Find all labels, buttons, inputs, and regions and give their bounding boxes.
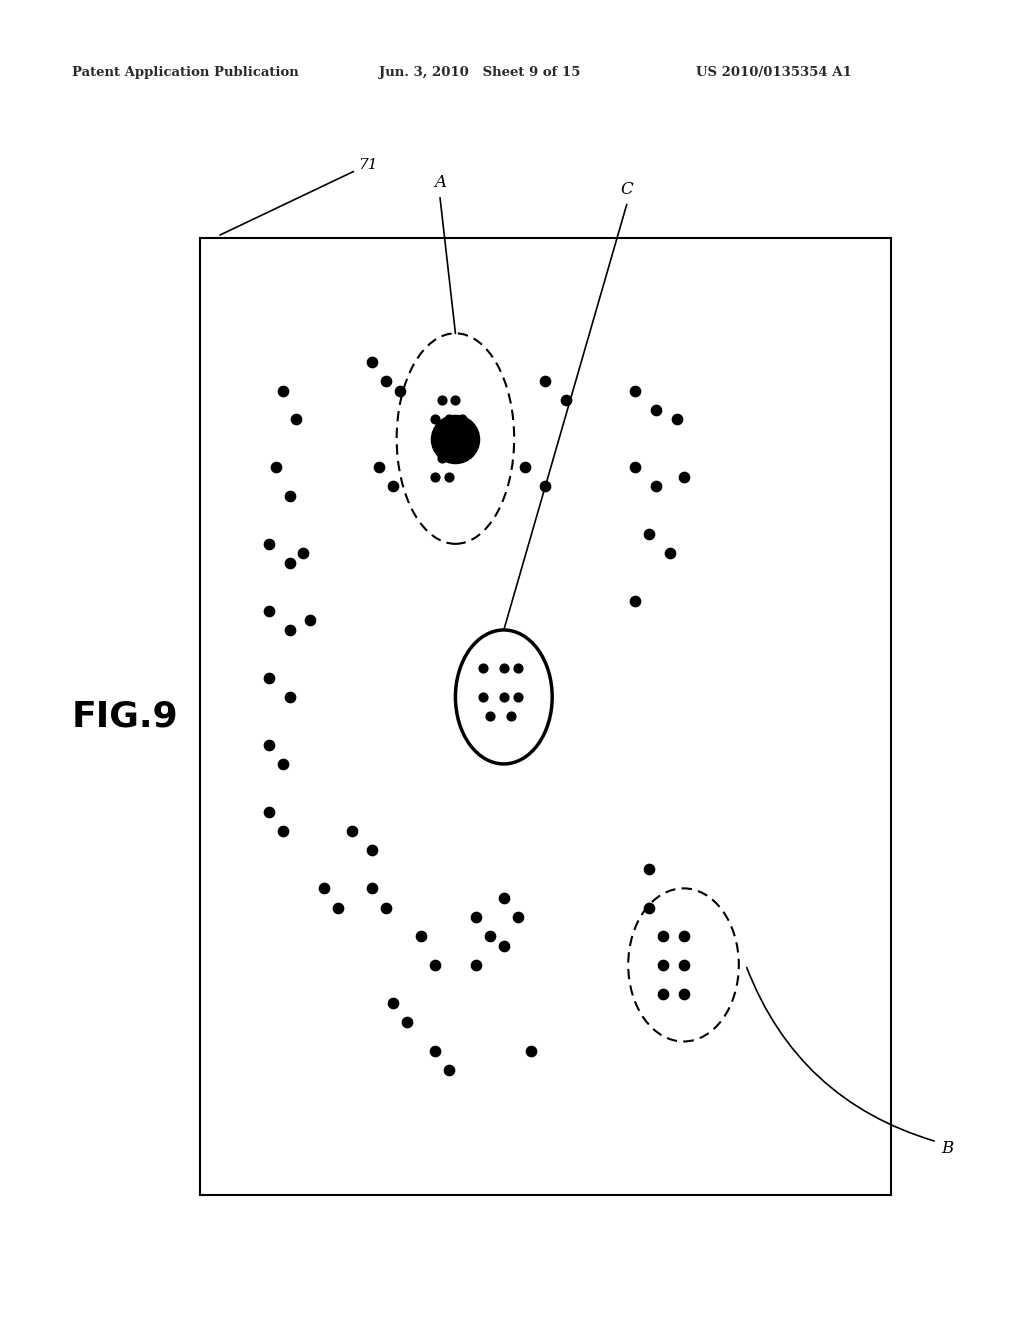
Point	[413, 925, 429, 946]
Point	[282, 619, 298, 640]
Point	[468, 907, 484, 928]
Point	[344, 821, 360, 842]
Point	[558, 389, 574, 411]
Point	[274, 754, 291, 775]
Point	[282, 552, 298, 573]
Point	[433, 447, 450, 469]
Point	[627, 380, 643, 401]
Point	[447, 428, 464, 449]
Text: B: B	[941, 1140, 953, 1156]
Point	[654, 954, 671, 975]
Text: A: A	[434, 174, 446, 191]
Point	[510, 657, 526, 678]
Point	[627, 457, 643, 478]
Point	[537, 371, 553, 392]
Point	[302, 610, 318, 631]
Point	[648, 477, 665, 498]
Point	[260, 734, 276, 755]
Point	[385, 477, 401, 498]
Point	[510, 686, 526, 708]
Point	[662, 543, 678, 564]
Point	[427, 1040, 443, 1061]
Point	[676, 954, 692, 975]
Point	[537, 477, 553, 498]
Point	[433, 389, 450, 411]
Point	[447, 428, 464, 449]
Point	[330, 898, 346, 919]
Point	[641, 524, 657, 545]
Point	[427, 409, 443, 430]
Point	[433, 428, 450, 449]
Text: Jun. 3, 2010   Sheet 9 of 15: Jun. 3, 2010 Sheet 9 of 15	[379, 66, 581, 79]
Point	[516, 457, 532, 478]
Point	[482, 705, 499, 726]
Point	[365, 840, 381, 861]
Point	[295, 543, 311, 564]
Point	[378, 371, 394, 392]
Point	[496, 686, 512, 708]
Point	[260, 533, 276, 554]
Point	[475, 657, 492, 678]
Point	[427, 466, 443, 487]
Point	[654, 925, 671, 946]
Point	[274, 380, 291, 401]
Text: Patent Application Publication: Patent Application Publication	[72, 66, 298, 79]
Point	[496, 935, 512, 956]
Point	[315, 878, 332, 899]
Point	[385, 993, 401, 1014]
Point	[392, 380, 409, 401]
Point	[461, 428, 477, 449]
Point	[475, 686, 492, 708]
Text: FIG.9: FIG.9	[72, 700, 178, 733]
Point	[440, 466, 457, 487]
Text: US 2010/0135354 A1: US 2010/0135354 A1	[696, 66, 852, 79]
Point	[627, 591, 643, 612]
Point	[641, 859, 657, 880]
Point	[676, 466, 692, 487]
Point	[427, 954, 443, 975]
Point	[365, 351, 381, 372]
Point	[654, 983, 671, 1005]
Point	[440, 1060, 457, 1081]
Point	[399, 1011, 416, 1032]
Point	[282, 686, 298, 708]
Point	[365, 878, 381, 899]
Point	[372, 457, 388, 478]
Point	[523, 1040, 540, 1061]
Point	[378, 898, 394, 919]
Point	[440, 409, 457, 430]
Point	[496, 657, 512, 678]
Point	[282, 486, 298, 507]
Point	[669, 409, 685, 430]
Point	[447, 447, 464, 469]
Point	[676, 925, 692, 946]
Point	[503, 705, 519, 726]
Point	[447, 389, 464, 411]
Point	[510, 907, 526, 928]
Point	[260, 601, 276, 622]
Point	[676, 983, 692, 1005]
Text: C: C	[621, 181, 633, 198]
Point	[289, 409, 305, 430]
Point	[455, 409, 471, 430]
Point	[482, 925, 499, 946]
Point	[260, 668, 276, 689]
Point	[641, 898, 657, 919]
Point	[648, 400, 665, 421]
Point	[260, 801, 276, 822]
Text: 71: 71	[358, 157, 378, 172]
Point	[496, 887, 512, 908]
Point	[274, 821, 291, 842]
Point	[267, 457, 284, 478]
Point	[468, 954, 484, 975]
